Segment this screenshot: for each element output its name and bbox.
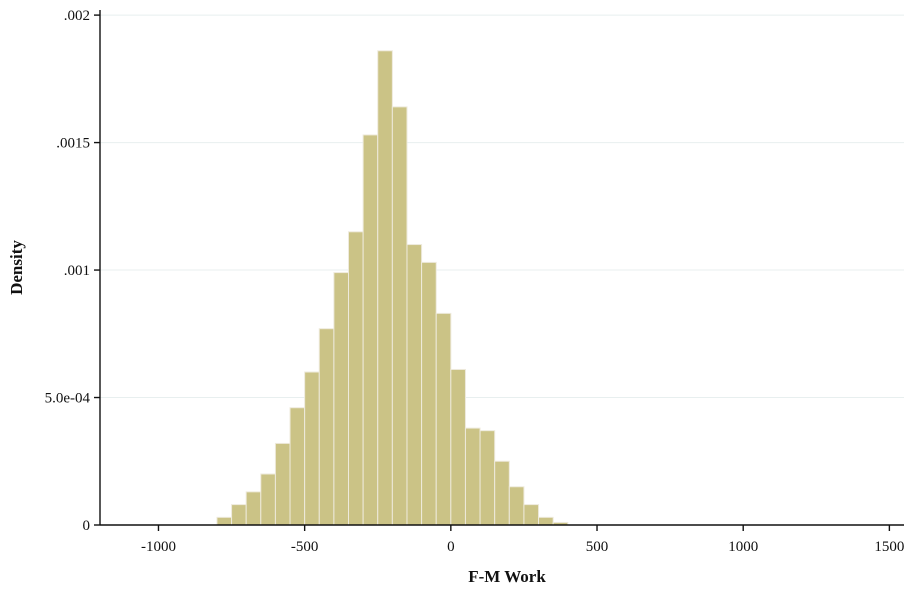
histogram-bar — [377, 50, 393, 526]
y-axis-ticks: 0 5.0e-04 .001 .0015 .002 — [45, 8, 100, 534]
histogram-bar — [274, 442, 291, 526]
histogram-bar — [421, 261, 437, 526]
x-tick-label: 0 — [447, 539, 455, 555]
y-tick-label: 5.0e-04 — [45, 391, 91, 407]
histogram-bar — [333, 272, 350, 526]
histogram-bar — [450, 368, 466, 526]
x-tick-label: -500 — [291, 539, 319, 555]
histogram-bar — [348, 231, 364, 526]
y-tick-label: .002 — [64, 8, 90, 24]
histogram-bar — [304, 371, 320, 526]
histogram-bar — [362, 134, 379, 526]
y-tick-label: 0 — [83, 518, 91, 534]
y-tick-label: .0015 — [56, 136, 90, 152]
histogram-bar — [245, 491, 262, 526]
histogram-bar — [391, 106, 408, 526]
grid-lines — [100, 14, 904, 399]
histogram-bars — [216, 50, 569, 526]
histogram-bar — [260, 473, 276, 526]
histogram-bar — [508, 486, 525, 526]
x-axis-ticks: -1000 -500 0 500 1000 1500 — [141, 525, 904, 555]
x-tick-label: 500 — [586, 539, 609, 555]
histogram-bar — [464, 427, 481, 526]
histogram-bar — [435, 312, 452, 526]
x-tick-label: 1500 — [874, 539, 904, 555]
histogram-bar — [538, 516, 554, 526]
histogram-bar — [231, 504, 247, 526]
y-tick-label: .001 — [64, 263, 90, 279]
histogram-bar — [406, 244, 423, 526]
histogram-bar — [523, 504, 540, 526]
histogram-bar — [216, 516, 233, 526]
histogram-bar — [494, 460, 510, 526]
x-axis-title: F-M Work — [468, 567, 546, 586]
histogram-bar — [318, 328, 335, 526]
histogram-bar — [289, 407, 306, 526]
histogram-bar — [479, 430, 496, 526]
y-axis-title: Density — [7, 240, 26, 295]
x-tick-label: -1000 — [141, 539, 176, 555]
x-tick-label: 1000 — [728, 539, 758, 555]
